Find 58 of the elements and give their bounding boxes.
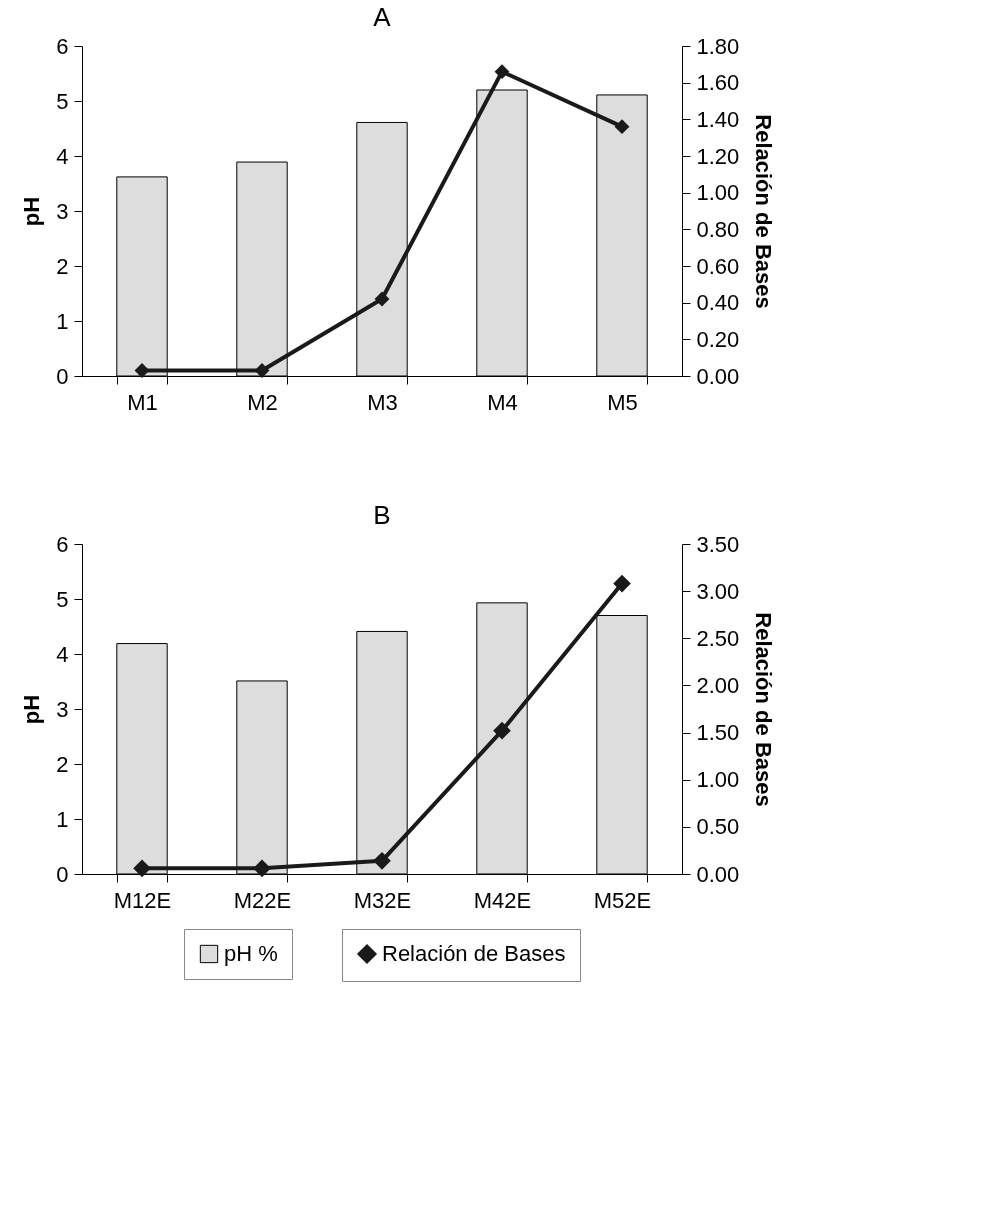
y-tick-label: 1 <box>56 308 69 334</box>
y2-tick-label: 0.20 <box>696 326 740 352</box>
y-tick-label: 5 <box>56 586 69 612</box>
y2-tick-label: 0.60 <box>696 253 740 279</box>
point <box>613 575 631 593</box>
y-tick-label: 2 <box>56 253 69 279</box>
y2-tick-label: 0.40 <box>696 290 740 316</box>
y2-tick-label: 2.00 <box>696 672 740 698</box>
y-tick-label: 6 <box>56 531 69 557</box>
y-tick-label: 4 <box>56 641 69 667</box>
y2-tick-label: 0.80 <box>696 216 740 242</box>
point <box>494 64 510 80</box>
point <box>374 291 390 307</box>
y2-tick-label: 3.50 <box>696 531 740 557</box>
y2-tick-label: 1.00 <box>696 767 740 793</box>
point <box>493 722 511 740</box>
y-tick-label: 3 <box>56 696 69 722</box>
x-tick-label: M22E <box>233 887 292 913</box>
y2-tick-label: 1.20 <box>696 143 740 169</box>
y-tick-label: 0 <box>56 363 69 389</box>
y-tick-label: 2 <box>56 751 69 777</box>
chart-title: A <box>373 2 392 32</box>
point <box>253 859 271 877</box>
y-axis-title: pH <box>19 196 45 227</box>
x-tick-label: M1 <box>127 389 158 415</box>
point <box>133 859 151 877</box>
x-tick-label: M4 <box>487 389 518 415</box>
y2-tick-label: 0.00 <box>696 861 740 887</box>
x-tick-label: M32E <box>353 887 412 913</box>
y-tick-label: 0 <box>56 861 69 887</box>
x-tick-label: M12E <box>113 887 172 913</box>
y2-axis-title: Relación de Bases <box>751 114 777 309</box>
y-tick-label: 3 <box>56 198 69 224</box>
x-tick-label: M52E <box>593 887 652 913</box>
legend-label: pH % <box>224 941 278 966</box>
y2-tick-label: 1.80 <box>696 33 740 59</box>
legend-label: Relación de Bases <box>382 941 566 966</box>
x-tick-label: M5 <box>607 389 638 415</box>
point <box>614 119 630 135</box>
point <box>373 852 391 870</box>
y2-tick-label: 1.00 <box>696 180 740 206</box>
x-tick-label: M42E <box>473 887 532 913</box>
y2-tick-label: 0.50 <box>696 814 740 840</box>
y2-tick-label: 3.00 <box>696 578 740 604</box>
x-tick-label: M2 <box>247 389 278 415</box>
y2-tick-label: 2.50 <box>696 625 740 651</box>
chart-title: B <box>373 500 391 530</box>
y-tick-label: 1 <box>56 806 69 832</box>
y-tick-label: 4 <box>56 143 69 169</box>
y2-tick-label: 0.00 <box>696 363 740 389</box>
y-tick-label: 6 <box>56 33 69 59</box>
y-tick-label: 5 <box>56 88 69 114</box>
y-axis-title: pH <box>19 694 45 725</box>
y2-axis-title: Relación de Bases <box>751 612 777 807</box>
y2-tick-label: 1.50 <box>696 720 740 746</box>
y2-tick-label: 1.60 <box>696 70 740 96</box>
x-tick-label: M3 <box>367 389 398 415</box>
y2-tick-label: 1.40 <box>696 106 740 132</box>
